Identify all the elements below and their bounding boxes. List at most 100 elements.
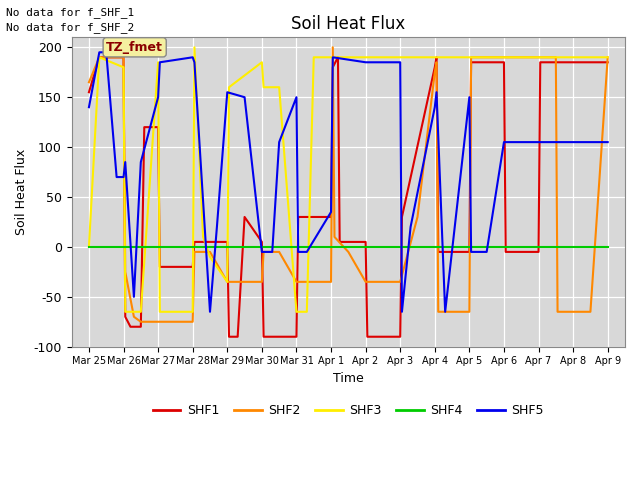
SHF2: [241, 279, 248, 285]
SHF3: [500, 54, 508, 60]
SHF5: [122, 159, 129, 165]
SHF1: [292, 334, 300, 340]
Text: TZ_fmet: TZ_fmet: [106, 41, 163, 54]
SHF2: [435, 309, 442, 315]
SHF2: [379, 279, 387, 285]
SHF1: [329, 64, 337, 70]
SHF5: [294, 249, 302, 255]
SHF2: [120, 54, 127, 60]
SHF1: [502, 249, 509, 255]
SHF5: [329, 54, 337, 60]
SHF3: [431, 54, 438, 60]
SHF1: [396, 334, 404, 340]
SHF3: [156, 309, 164, 315]
SHF1: [189, 264, 196, 270]
SHF2: [137, 319, 145, 324]
SHF5: [102, 49, 110, 55]
SHF5: [364, 60, 371, 65]
SHF3: [225, 84, 233, 90]
SHF1: [95, 54, 103, 60]
SHF1: [327, 214, 335, 220]
Text: No data for f_SHF_2: No data for f_SHF_2: [6, 22, 134, 33]
SHF1: [137, 324, 145, 330]
SHF5: [500, 139, 508, 145]
SHF3: [223, 279, 231, 285]
Y-axis label: Soil Heat Flux: Soil Heat Flux: [15, 149, 28, 235]
Line: SHF1: SHF1: [89, 57, 608, 337]
SHF2: [465, 309, 473, 315]
SHF5: [398, 309, 406, 315]
SHF3: [604, 54, 612, 60]
SHF5: [154, 95, 162, 100]
SHF5: [113, 174, 120, 180]
SHF3: [310, 54, 317, 60]
SHF5: [213, 224, 221, 230]
Line: SHF2: SHF2: [89, 48, 608, 322]
SHF2: [258, 279, 266, 285]
SHF2: [85, 79, 93, 85]
SHF3: [483, 54, 490, 60]
SHF3: [362, 54, 369, 60]
SHF2: [292, 279, 300, 285]
SHF5: [95, 49, 103, 55]
SHF1: [154, 124, 162, 130]
SHF2: [413, 214, 421, 220]
SHF3: [154, 60, 162, 65]
SHF1: [140, 124, 148, 130]
SHF3: [260, 84, 268, 90]
SHF5: [275, 139, 283, 145]
SHF3: [120, 64, 127, 70]
Text: No data for f_SHF_1: No data for f_SHF_1: [6, 7, 134, 18]
SHF1: [604, 60, 612, 65]
SHF3: [303, 309, 310, 315]
SHF3: [465, 54, 473, 60]
SHF3: [379, 54, 387, 60]
SHF5: [407, 224, 415, 230]
SHF3: [172, 309, 179, 315]
SHF1: [534, 249, 542, 255]
SHF5: [268, 249, 276, 255]
SHF2: [552, 54, 559, 60]
SHF1: [275, 334, 283, 340]
SHF5: [483, 249, 490, 255]
SHF5: [206, 309, 214, 315]
SHF3: [570, 54, 577, 60]
SHF3: [329, 54, 337, 60]
SHF1: [156, 264, 164, 270]
SHF3: [275, 84, 283, 90]
SHF1: [127, 324, 134, 330]
Line: SHF5: SHF5: [89, 52, 608, 312]
SHF3: [95, 54, 103, 60]
SHF2: [433, 60, 440, 65]
SHF1: [362, 239, 369, 245]
SHF2: [329, 45, 337, 50]
SHF1: [465, 249, 473, 255]
SHF2: [310, 279, 317, 285]
SHF3: [122, 309, 129, 315]
SHF3: [534, 54, 542, 60]
X-axis label: Time: Time: [333, 372, 364, 385]
SHF5: [137, 159, 145, 165]
SHF3: [448, 54, 456, 60]
SHF1: [467, 60, 475, 65]
SHF2: [396, 279, 404, 285]
SHF3: [327, 54, 335, 60]
SHF5: [258, 249, 266, 255]
SHF3: [587, 54, 595, 60]
SHF5: [362, 60, 369, 65]
SHF3: [191, 45, 198, 50]
SHF3: [189, 309, 196, 315]
SHF5: [327, 209, 335, 215]
SHF1: [536, 60, 544, 65]
SHF3: [517, 54, 525, 60]
SHF1: [234, 334, 241, 340]
SHF3: [413, 54, 421, 60]
SHF2: [206, 249, 214, 255]
SHF5: [156, 60, 164, 65]
SHF1: [260, 334, 268, 340]
SHF5: [431, 104, 438, 110]
SHF1: [241, 214, 248, 220]
SHF2: [431, 70, 438, 75]
SHF2: [130, 314, 138, 320]
SHF2: [604, 54, 612, 60]
